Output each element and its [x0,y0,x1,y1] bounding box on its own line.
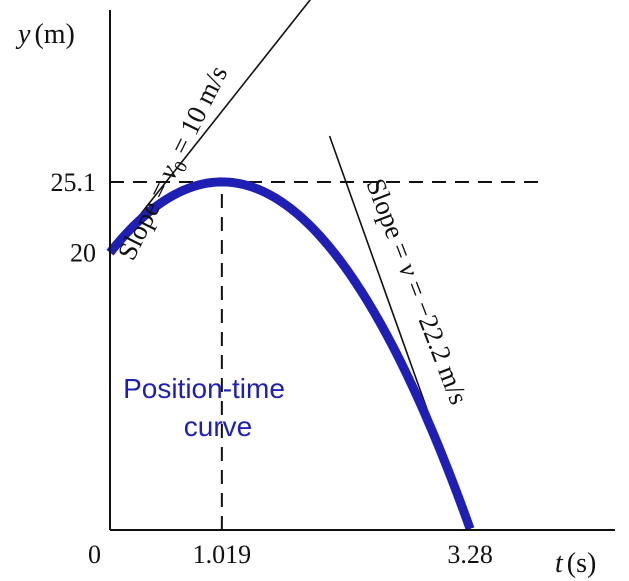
y-tick-labels: 20 25.1 [51,168,97,268]
x-axis-title: t (s) [555,548,596,579]
tangent-label-initial: Slope = v0 = 10 m/s [112,61,237,267]
y-tick-label-0: 20 [70,239,96,268]
y-tick-label-1: 25.1 [51,168,97,197]
x-tick-label-1: 3.28 [447,540,493,569]
curve-label-line2: curve [184,411,252,442]
tangent-label-final: Slope = v = −22.2 m/s [360,174,474,408]
tangent-label-final-prefix: Slope = [360,174,420,269]
origin-label: 0 [88,540,101,569]
y-axis-variable: y [15,19,31,50]
x-tick-label-0: 1.019 [193,540,252,569]
curve-label-line1: Position-time [123,373,285,404]
x-tick-labels: 1.019 3.28 [193,540,493,569]
y-axis-title: y (m) [15,19,75,50]
x-axis-variable: t [555,548,564,579]
axes [109,10,615,531]
tangent-label-initial-prefix: Slope = [112,171,179,265]
x-axis-unit: (s) [567,548,597,579]
series-group [106,177,475,531]
tangent-label-initial-rest: = 10 m/s [161,61,233,165]
position-time-curve [106,177,475,531]
tangent-line-0 [129,0,312,229]
y-axis-unit: (m) [34,19,74,50]
dashed-guides [110,180,544,530]
